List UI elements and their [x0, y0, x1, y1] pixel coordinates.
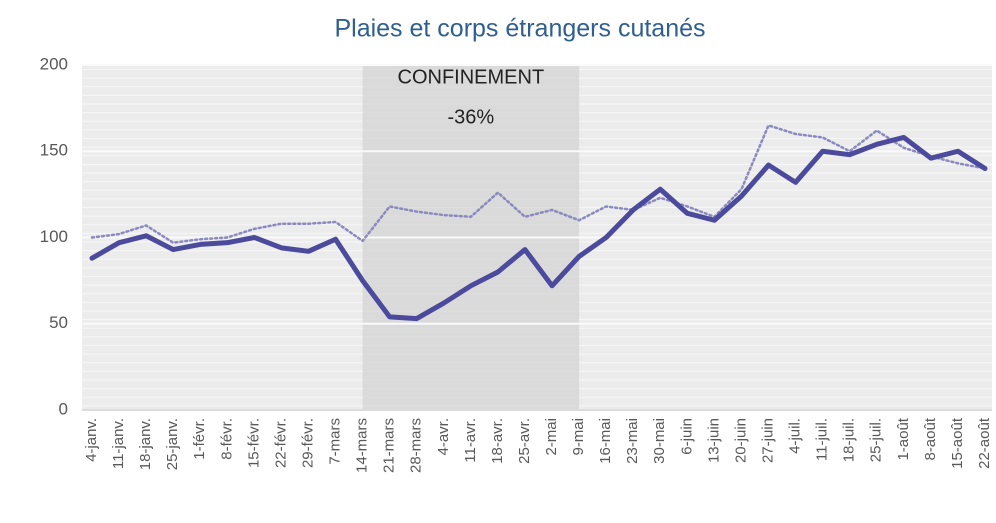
x-tick-label: 4-avr.: [435, 418, 452, 456]
annotation: -36%: [447, 106, 494, 128]
x-tick-label: 11-avr.: [462, 418, 479, 463]
x-tick-label: 18-juil.: [841, 418, 858, 462]
chart-title: Plaies et corps étrangers cutanés: [334, 15, 705, 43]
x-tick-label: 8-févr.: [218, 418, 235, 460]
x-tick-label: 18-avr.: [489, 418, 506, 464]
y-tick-label: 150: [40, 141, 68, 160]
x-tick-label: 29-févr.: [299, 418, 316, 468]
y-tick-label: 50: [49, 313, 68, 332]
y-tick-label: 200: [40, 54, 68, 73]
x-tick-label: 25-juil.: [868, 418, 885, 462]
x-tick-label: 11-janv.: [110, 418, 127, 469]
y-tick-label: 100: [40, 227, 68, 246]
x-tick-label: 1-févr.: [191, 418, 208, 460]
annotation: CONFINEMENT: [398, 66, 545, 88]
x-tick-label: 15-août: [949, 417, 966, 469]
x-tick-label: 4-juil.: [787, 418, 804, 454]
x-tick-label: 6-juin: [678, 418, 695, 455]
x-tick-label: 30-mai: [651, 418, 668, 464]
x-tick-label: 15-févr.: [245, 418, 262, 468]
x-tick-label: 11-juil.: [814, 418, 831, 461]
x-tick-label: 22-août: [976, 417, 993, 469]
x-tick-label: 13-juin: [705, 418, 722, 463]
x-tick-label: 25-janv.: [164, 418, 181, 470]
x-tick-label: 18-janv.: [137, 418, 154, 470]
x-tick-label: 28-mars: [408, 418, 425, 473]
x-tick-label: 1-août: [895, 417, 912, 460]
x-tick-label: 25-avr.: [516, 418, 533, 464]
x-tick-label: 7-mars: [327, 418, 344, 465]
x-tick-label: 14-mars: [354, 418, 371, 473]
x-tick-label: 9-mai: [570, 418, 587, 456]
main-line: [89, 134, 988, 322]
x-tick-label: 2-mai: [543, 418, 560, 456]
x-tick-label: 16-mai: [597, 418, 614, 464]
x-tick-label: 4-janv.: [83, 418, 100, 462]
reference-line: [90, 124, 987, 244]
y-tick-label: 0: [59, 399, 68, 418]
x-tick-label: 27-juin: [759, 418, 776, 463]
x-tick-label: 20-juin: [732, 418, 749, 463]
x-tick-label: 21-mars: [381, 418, 398, 473]
x-tick-label: 23-mai: [624, 418, 641, 464]
x-tick-label: 22-févr.: [272, 418, 289, 468]
x-tick-label: 8-août: [922, 417, 939, 460]
